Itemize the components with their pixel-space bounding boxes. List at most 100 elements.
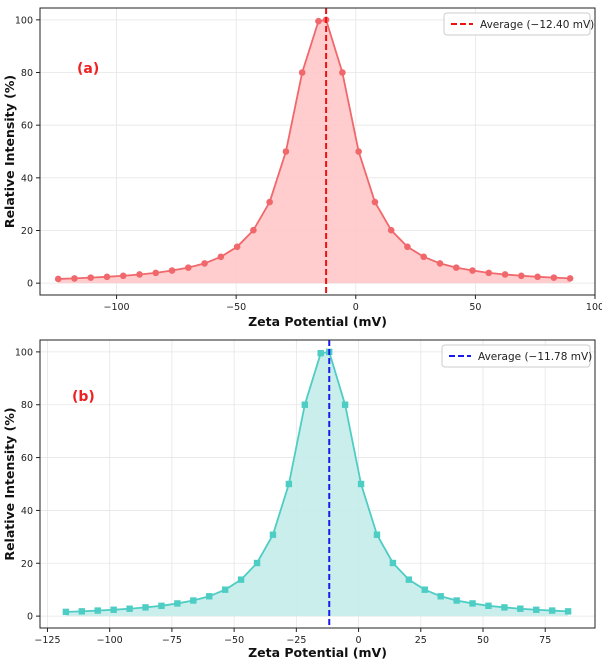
data-point <box>253 559 261 567</box>
data-point <box>206 593 213 600</box>
data-point <box>315 17 322 25</box>
x-tick-label: −75 <box>162 635 182 646</box>
y-tick-label: 40 <box>21 506 33 517</box>
data-point <box>266 198 273 206</box>
x-tick-label: 100 <box>586 302 602 313</box>
data-point <box>250 226 257 234</box>
data-point <box>357 480 365 488</box>
data-point <box>152 269 160 277</box>
chart-panel-a: −100 −50 0 50 100 0 20 40 60 80 100 Zeta Potential … <box>2 7 602 329</box>
data-point <box>564 608 572 615</box>
data-point <box>453 597 460 604</box>
legend-box <box>443 12 591 36</box>
y-tick-label: 100 <box>15 15 33 26</box>
y-tick-label: 20 <box>21 559 33 570</box>
data-point <box>389 559 397 567</box>
data-point <box>371 198 379 206</box>
data-point <box>341 401 349 408</box>
data-point <box>517 605 524 612</box>
data-point <box>62 608 70 616</box>
x-tick-label: −100 <box>97 635 123 646</box>
legend: Average (−12.40 mV) <box>443 12 594 36</box>
plot-frame <box>39 339 596 629</box>
x-tick-label: −50 <box>224 635 244 646</box>
y-tick-label: 0 <box>27 279 33 290</box>
y-tick-label: 80 <box>21 68 33 79</box>
series-area <box>65 351 569 617</box>
data-point <box>119 272 127 280</box>
legend-label: Average (−12.40 mV) <box>480 19 594 31</box>
x-tick-label: 50 <box>469 302 481 313</box>
y-tick-label: 40 <box>21 173 33 184</box>
x-tick-label: −50 <box>226 302 246 313</box>
data-point <box>421 586 428 593</box>
data-point <box>158 602 165 610</box>
panel-label: (a) <box>77 61 99 77</box>
chart-panel-b: −125 −100 −75 −50 −25 0 25 50 75 0 20 40 60 80 100 Zeta… <box>2 339 596 660</box>
data-point <box>518 272 525 280</box>
data-point <box>87 274 95 281</box>
data-point <box>373 531 381 538</box>
y-tick-label: 60 <box>21 453 33 464</box>
data-point <box>387 226 395 234</box>
data-point <box>168 267 176 274</box>
y-tick-label: 0 <box>27 612 33 623</box>
x-tick-label: 50 <box>477 635 489 646</box>
data-point <box>71 275 78 282</box>
data-point <box>436 260 444 267</box>
data-point <box>282 148 290 155</box>
data-point <box>237 576 245 583</box>
data-point <box>285 480 293 488</box>
x-tick-label: 0 <box>356 635 362 646</box>
x-tick-label: −25 <box>286 635 306 646</box>
panel-label: (b) <box>72 389 95 405</box>
data-point <box>221 586 229 593</box>
data-point <box>190 597 197 604</box>
y-tick-label: 20 <box>21 226 33 237</box>
data-point <box>533 606 540 613</box>
data-point <box>94 607 101 614</box>
data-point <box>142 604 149 611</box>
data-point <box>548 607 556 614</box>
y-axis-title: Relative Intensity (%) <box>2 75 17 228</box>
series-area <box>58 19 571 284</box>
x-axis-title: Zeta Potential (mV) <box>248 314 387 329</box>
data-point <box>298 69 306 76</box>
data-point <box>501 271 509 278</box>
data-point <box>550 274 558 281</box>
data-point <box>469 600 476 607</box>
y-tick-label: 100 <box>15 347 33 358</box>
legend-box <box>441 344 591 368</box>
data-point <box>452 264 460 271</box>
y-axis-title: Relative Intensity (%) <box>2 407 17 560</box>
x-tick-label: 25 <box>415 635 427 646</box>
data-point <box>339 69 346 76</box>
y-tick-label: 60 <box>21 121 33 132</box>
data-point <box>485 602 492 610</box>
plot-frame <box>39 7 596 296</box>
data-point <box>217 253 225 261</box>
legend-label: Average (−11.78 mV) <box>478 351 592 363</box>
data-point <box>136 271 143 278</box>
data-point <box>269 531 277 538</box>
legend: Average (−11.78 mV) <box>441 344 592 368</box>
data-point <box>78 608 86 615</box>
data-point <box>566 275 574 282</box>
data-point <box>501 604 508 611</box>
x-axis-title: Zeta Potential (mV) <box>248 645 387 660</box>
data-point <box>355 148 362 155</box>
data-point <box>54 275 62 283</box>
data-point <box>301 401 309 408</box>
x-tick-label: 75 <box>539 635 551 646</box>
data-point <box>534 273 541 281</box>
data-point <box>174 600 181 607</box>
data-point <box>420 253 428 261</box>
x-tick-label: 0 <box>353 302 359 313</box>
data-point <box>405 576 413 583</box>
y-tick-label: 80 <box>21 400 33 411</box>
data-point <box>233 243 241 251</box>
data-point <box>185 264 192 271</box>
data-point <box>437 593 444 600</box>
x-tick-label: −125 <box>34 635 60 646</box>
